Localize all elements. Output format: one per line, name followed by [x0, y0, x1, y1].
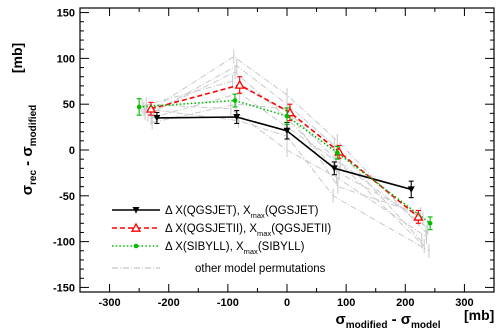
series-3 — [136, 93, 433, 231]
legend-label: other model permutations — [195, 263, 326, 275]
data-point — [234, 79, 245, 89]
y-axis-sub-rec: rec — [28, 170, 39, 185]
data-point — [427, 220, 433, 226]
legend-swatch-marker — [132, 207, 140, 214]
x-tick-label: -200 — [158, 297, 180, 309]
legend-swatch-marker — [130, 222, 142, 232]
x-tick-label: 100 — [337, 297, 355, 309]
data-point — [284, 107, 296, 117]
data-point — [334, 150, 340, 156]
data-point — [413, 211, 424, 221]
y-tick-label: -100 — [53, 237, 75, 249]
y-tick-label: -50 — [59, 191, 75, 203]
data-point — [284, 113, 290, 119]
x-axis-unit: [mb] — [464, 307, 494, 323]
x-tick-label: -300 — [99, 297, 121, 309]
legend: Δ X(QGSJET), Xmax(QGSJET)Δ X(QGSJETII), … — [112, 205, 331, 275]
legend-entry-3: Δ X(SIBYLL), Xmax(SIBYLL) — [112, 241, 305, 256]
y-axis-title: σrec - σmodified — [19, 105, 39, 196]
x-axis-sub-model: model — [411, 320, 441, 331]
legend-label: Δ X(QGSJETII), Xmax(QGSJETII) — [165, 223, 331, 238]
y-tick-label: 50 — [63, 99, 75, 111]
x-tick-label: -100 — [217, 297, 239, 309]
x-axis-title: σmodified - σmodel — [336, 311, 441, 331]
legend-label-tail: (QGSJETII) — [271, 223, 331, 235]
x-tick-label: 0 — [284, 297, 290, 309]
background-line-2 — [147, 65, 423, 242]
x-tick-label: 300 — [455, 297, 473, 309]
legend-label-tail: (SIBYLL) — [258, 241, 305, 253]
x-tick-label: 200 — [396, 297, 414, 309]
background-line-5 — [150, 92, 425, 247]
data-point — [153, 114, 161, 122]
y-axis-unit: [mb] — [9, 43, 25, 73]
legend-entry-2: Δ X(QGSJETII), Xmax(QGSJETII) — [112, 222, 331, 238]
main-series — [136, 76, 433, 231]
legend-label-main: Δ X(QGSJET), X — [165, 205, 251, 217]
data-point — [407, 186, 415, 193]
y-tick-label: 0 — [69, 145, 75, 157]
legend-label-tail: (QGSJET) — [265, 205, 319, 217]
x-axis-minus: - σ — [387, 311, 411, 328]
legend-label: Δ X(SIBYLL), Xmax(SIBYLL) — [165, 241, 305, 256]
legend-label-sub: max — [244, 247, 258, 256]
series-line — [139, 99, 431, 224]
legend-label-main: Δ X(QGSJETII), X — [165, 223, 257, 235]
y-axis-sigma-rec: σ — [19, 185, 36, 195]
data-point — [232, 98, 238, 103]
axes: -300 -200 -100 0 100 200 300 -150 -100 -50 0 50 100 1… — [53, 8, 495, 309]
legend-label-sub: max — [257, 229, 271, 238]
data-point — [330, 165, 338, 172]
y-axis-minus: - σ — [19, 146, 36, 170]
data-point — [233, 114, 241, 121]
legend-swatch-marker — [133, 243, 139, 249]
y-tick-label: 100 — [57, 53, 75, 65]
legend-label-sub: max — [251, 211, 265, 220]
data-point — [136, 104, 142, 110]
y-axis-sub-modified: modified — [28, 105, 39, 147]
data-point — [283, 127, 291, 135]
legend-entry-1: Δ X(QGSJET), Xmax(QGSJET) — [112, 205, 319, 220]
x-axis-sigma-modified: σ — [336, 311, 346, 328]
y-tick-label: 150 — [57, 8, 75, 20]
x-axis-sub-modified: modified — [346, 320, 388, 331]
legend-label-main: Δ X(SIBYLL), X — [165, 241, 244, 253]
y-tick-label: -150 — [53, 282, 75, 294]
data-point — [145, 103, 157, 113]
legend-label: Δ X(QGSJET), Xmax(QGSJET) — [165, 205, 319, 220]
legend-entry-background: other model permutations — [112, 263, 326, 275]
